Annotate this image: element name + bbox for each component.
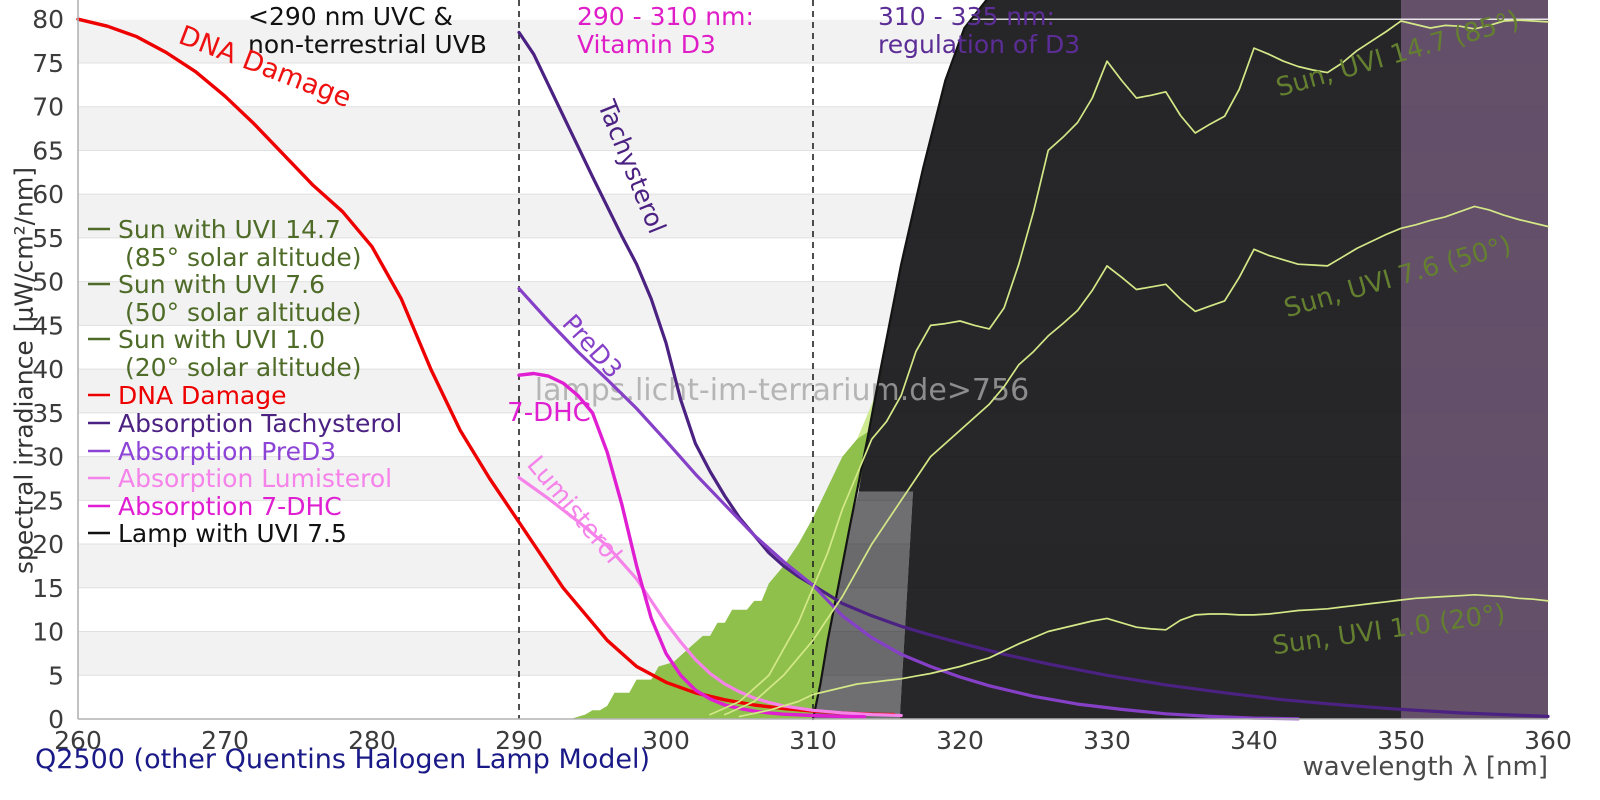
annotation: <290 nm UVC & [248,2,453,31]
annotation: Vitamin D3 [577,30,716,59]
annotation: non-terrestrial UVB [248,30,487,59]
legend-item-label: Absorption PreD3 [118,437,336,466]
y-tick-label: 5 [48,661,64,690]
legend-item-label: (50° solar altitude) [125,298,362,327]
x-tick-label: 270 [201,726,249,755]
lamp-fill-main-area [858,0,1548,719]
x-tick-label: 280 [348,726,396,755]
series-absorption-7-dhc [517,371,867,719]
d3-effective-dark-green-area [570,430,871,719]
legend-item-label: Sun with UVI 7.6 [118,270,325,299]
x-tick-label: 300 [642,726,690,755]
lamp-fill-lower-wedge-area [813,491,913,719]
annotation: 310 - 335 nm: [878,2,1055,31]
x-tick-label: 320 [936,726,984,755]
y-tick-label: 75 [32,49,64,78]
y-tick-label: 35 [32,399,64,428]
y-tick-label: 10 [32,618,64,647]
x-tick-label: 350 [1377,726,1425,755]
annotation: 290 - 310 nm: [577,2,754,31]
legend-item-label: (20° solar altitude) [125,353,362,382]
series-sun-with-uvi-14-7-85-solar-altitude- [709,19,1549,716]
legend-item-label: Sun with UVI 1.0 [118,325,325,354]
legend-item-label: Lamp with UVI 7.5 [118,519,347,548]
annotation: regulation of D3 [878,30,1080,59]
y-tick-label: 70 [32,93,64,122]
x-tick-label: 290 [495,726,543,755]
y-tick-label: 0 [48,705,64,734]
legend-item-label: Sun with UVI 14.7 [118,215,341,244]
annotation: 7-DHC [507,398,591,428]
y-axis-label: spectral irradiance [μW/cm²/nm] [9,166,39,575]
y-tick-label: 55 [32,224,64,253]
series-absorption-tachysterol [517,30,1550,719]
x-axis-label: wavelength λ [nm] [1302,752,1548,782]
x-tick-label: 360 [1524,726,1572,755]
x-tick-label: 330 [1083,726,1131,755]
series-absorption-lumisterol [517,476,903,718]
y-tick-label: 25 [32,486,64,515]
series-sun-with-uvi-1-0-20-solar-altitude- [738,593,1549,718]
y-tick-label: 45 [32,311,64,340]
y-tick-label: 65 [32,136,64,165]
y-tick-label: 20 [32,530,64,559]
series-absorption-pred3 [517,287,1300,721]
legend-item-label: (85° solar altitude) [125,243,362,272]
legend-item-label: DNA Damage [118,381,287,410]
x-tick-label: 340 [1230,726,1278,755]
series-dna-damage [76,17,896,717]
x-tick-label: 260 [54,726,102,755]
legend-item-label: Absorption 7-DHC [118,492,342,521]
y-tick-label: 15 [32,574,64,603]
y-tick-label: 30 [32,443,64,472]
y-tick-label: 40 [32,355,64,384]
legend-item-label: Absorption Lumisterol [118,464,392,493]
uva-regulation-band-area [1401,0,1548,719]
series-lamp-with-uvi-7-5-edge- [811,0,988,721]
series-sun-with-uvi-7-6-50-solar-altitude- [723,205,1549,716]
y-tick-label: 50 [32,268,64,297]
x-tick-label: 310 [789,726,837,755]
lamp-model-label: Q2500 (other Quentins Halogen Lamp Model… [35,744,651,775]
y-tick-label: 80 [32,5,64,34]
y-tick-label: 60 [32,180,64,209]
legend-item-label: Absorption Tachysterol [118,409,402,438]
